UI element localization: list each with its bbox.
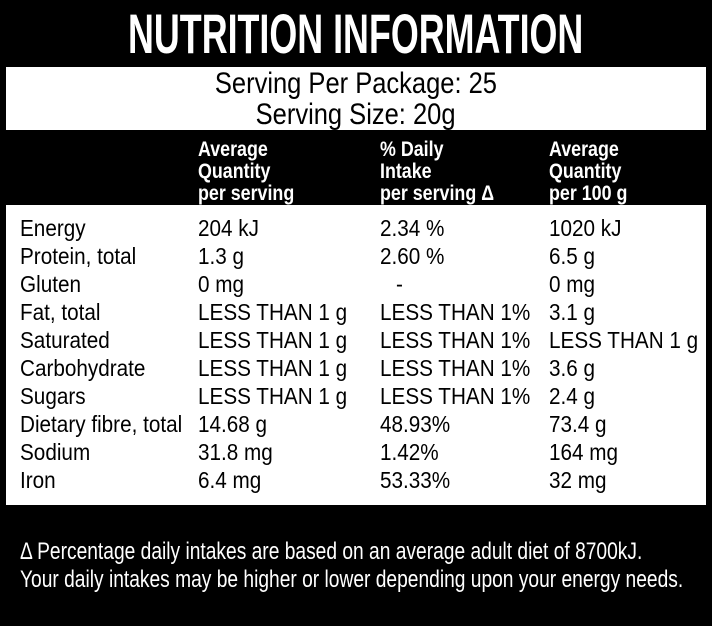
value-per-100g: 1020 kJ [549, 215, 622, 241]
column-headers: Average Quantity per serving % Daily Int… [0, 130, 712, 205]
row-label: Dietary fibre, total [20, 411, 183, 437]
title-band: NUTRITION INFORMATION [0, 0, 712, 67]
value-per-serving: LESS THAN 1 g [198, 327, 348, 353]
col-header-avg-per-100g: Average Quantity per 100 g [549, 138, 628, 205]
value-per-serving: 6.4 mg [198, 467, 262, 493]
table-row: Sodium 31.8 mg 1.42% 164 mg [6, 438, 706, 466]
value-per-100g: 73.4 g [549, 411, 607, 437]
value-per-100g: 3.1 g [549, 299, 596, 325]
value-per-100g: 3.6 g [549, 355, 596, 381]
table-row: Sugars LESS THAN 1 g LESS THAN 1% 2.4 g [6, 382, 706, 410]
value-per-serving: LESS THAN 1 g [198, 299, 348, 325]
row-label: Energy [20, 215, 86, 241]
value-daily-intake: - [396, 271, 403, 297]
value-per-serving: 31.8 mg [198, 439, 273, 465]
table-row: Fat, total LESS THAN 1 g LESS THAN 1% 3.… [6, 298, 706, 326]
nutrition-table: Energy 204 kJ 2.34 % 1020 kJ Protein, to… [6, 205, 706, 505]
table-row: Gluten 0 mg - 0 mg [6, 270, 706, 298]
value-per-serving: 1.3 g [198, 243, 245, 269]
table-row: Iron 6.4 mg 53.33% 32 mg [6, 466, 706, 494]
value-per-serving: 0 mg [198, 271, 245, 297]
serving-info-panel: Serving Per Package: 25 Serving Size: 20… [6, 67, 706, 130]
table-row: Carbohydrate LESS THAN 1 g LESS THAN 1% … [6, 354, 706, 382]
serving-size: Serving Size: 20g [256, 97, 456, 131]
col-header-spacer [20, 139, 198, 205]
row-label: Sodium [20, 439, 91, 465]
table-row: Energy 204 kJ 2.34 % 1020 kJ [6, 214, 706, 242]
row-label: Protein, total [20, 243, 137, 269]
value-per-100g: LESS THAN 1 g [549, 327, 699, 353]
value-per-serving: 204 kJ [198, 215, 259, 241]
table-row: Protein, total 1.3 g 2.60 % 6.5 g [6, 242, 706, 270]
row-label: Fat, total [20, 299, 101, 325]
table-row: Saturated LESS THAN 1 g LESS THAN 1% LES… [6, 326, 706, 354]
col-header-daily-intake: % Daily Intake per serving Δ [380, 138, 495, 205]
value-per-serving: LESS THAN 1 g [198, 383, 348, 409]
table-row: Dietary fibre, total 14.68 g 48.93% 73.4… [6, 410, 706, 438]
value-daily-intake: LESS THAN 1% [380, 355, 531, 381]
serving-per-package: Serving Per Package: 25 [214, 66, 498, 100]
row-label: Sugars [20, 383, 86, 409]
value-daily-intake: 2.34 % [380, 215, 445, 241]
row-label: Gluten [20, 271, 81, 297]
row-label: Iron [20, 467, 56, 493]
value-daily-intake: LESS THAN 1% [380, 383, 531, 409]
value-per-100g: 32 mg [549, 467, 607, 493]
value-per-100g: 164 mg [549, 439, 619, 465]
value-per-100g: 2.4 g [549, 383, 596, 409]
value-per-100g: 0 mg [549, 271, 596, 297]
value-daily-intake: 1.42% [380, 439, 439, 465]
value-per-serving: LESS THAN 1 g [198, 355, 348, 381]
row-label: Carbohydrate [20, 355, 146, 381]
footnote-line1: Δ Percentage daily intakes are based on … [20, 538, 643, 565]
value-daily-intake: 2.60 % [380, 243, 445, 269]
col-header-avg-per-serving: Average Quantity per serving [198, 138, 295, 205]
value-daily-intake: 48.93% [380, 411, 451, 437]
value-daily-intake: LESS THAN 1% [380, 327, 531, 353]
footnote-line2: Your daily intakes may be higher or lowe… [20, 566, 684, 593]
footnote: Δ Percentage daily intakes are based on … [0, 505, 712, 594]
value-daily-intake: 53.33% [380, 467, 451, 493]
row-label: Saturated [20, 327, 110, 353]
page-title: NUTRITION INFORMATION [128, 2, 584, 65]
value-per-100g: 6.5 g [549, 243, 596, 269]
value-per-serving: 14.68 g [198, 411, 268, 437]
value-daily-intake: LESS THAN 1% [380, 299, 531, 325]
